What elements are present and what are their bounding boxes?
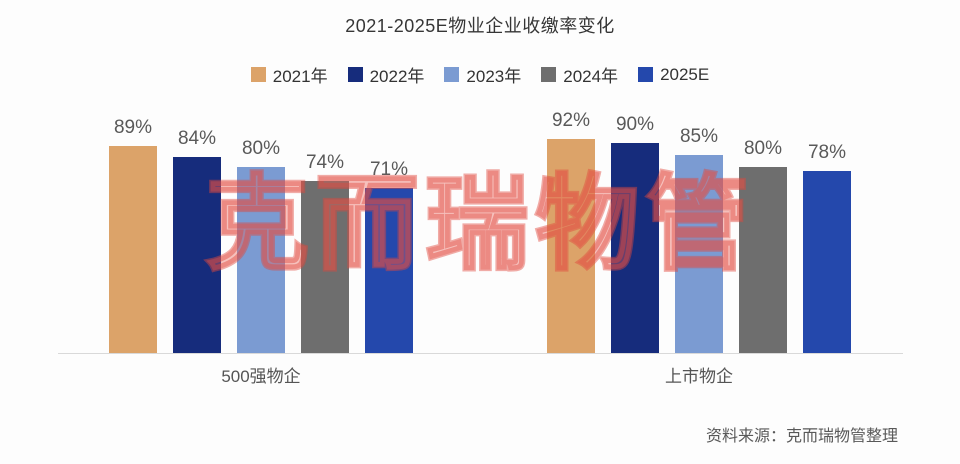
- chart-title: 2021-2025E物业企业收缴率变化: [345, 16, 615, 36]
- bar-series-3-group-1: [237, 167, 285, 353]
- bar-item: 80%: [237, 138, 285, 353]
- bar-item: 89%: [109, 117, 157, 353]
- legend-item-5: 2025E: [638, 65, 709, 85]
- category-label-1: 500强物企: [221, 367, 301, 386]
- bar-item: 80%: [739, 138, 787, 353]
- bar-groups: 89% 84% 80% 74% 71% 500强物企 92% 90% 85% 80% 78% 上市物企: [58, 91, 903, 387]
- legend-item-4: 2024年: [541, 62, 618, 87]
- bar-series-3-group-2: [675, 155, 723, 353]
- bar-item: 74%: [301, 152, 349, 353]
- legend-swatch: [638, 67, 654, 82]
- bar-group-1: 89% 84% 80% 74% 71% 500强物企: [109, 91, 413, 387]
- bar-item: 90%: [611, 114, 659, 353]
- legend-swatch: [250, 67, 266, 82]
- bar-item: 78%: [803, 142, 851, 353]
- bar-value-label: 71%: [369, 159, 409, 180]
- legend-label: 2025E: [660, 64, 710, 84]
- legend-label: 2022年: [369, 67, 425, 86]
- bar-value-label: 89%: [113, 117, 153, 138]
- bar-value-label: 80%: [241, 138, 281, 159]
- bar-item: 92%: [547, 110, 595, 353]
- bars-row: 89% 84% 80% 74% 71%: [109, 91, 413, 353]
- legend-swatch: [541, 67, 557, 82]
- bar-series-2-group-1: [173, 157, 221, 353]
- legend-label: 2023年: [466, 67, 522, 86]
- bar-series-1-group-1: [109, 146, 157, 353]
- category-label-2: 上市物企: [665, 367, 733, 386]
- bar-series-5-group-1: [365, 188, 413, 353]
- bar-value-label: 90%: [615, 114, 655, 135]
- legend-item-2: 2022年: [347, 62, 425, 87]
- source-note: 资料来源：克而瑞物管整理: [705, 428, 898, 445]
- bar-group-2: 92% 90% 85% 80% 78% 上市物企: [547, 91, 851, 387]
- legend-item-3: 2023年: [444, 62, 521, 87]
- legend-label: 2024年: [563, 67, 619, 86]
- bar-series-4-group-1: [301, 181, 349, 353]
- plot-area: 89% 84% 80% 74% 71% 500强物企 92% 90% 85% 80% 78% 上市物企…: [57, 91, 903, 391]
- bar-item: 71%: [365, 159, 413, 353]
- bar-series-1-group-2: [547, 139, 595, 353]
- bar-value-label: 85%: [679, 126, 719, 147]
- bar-series-5-group-2: [803, 171, 851, 353]
- x-axis-line: [57, 353, 903, 354]
- legend: 2021年 2022年 2023年 2024年 2025E: [0, 62, 960, 87]
- legend-label: 2021年: [272, 67, 328, 86]
- bar-value-label: 80%: [743, 138, 783, 159]
- bar-item: 85%: [675, 126, 723, 353]
- legend-swatch: [444, 67, 460, 82]
- bar-series-2-group-2: [611, 143, 659, 353]
- bars-row: 92% 90% 85% 80% 78%: [547, 91, 851, 353]
- bar-series-4-group-2: [739, 167, 787, 353]
- bar-value-label: 92%: [551, 110, 591, 131]
- legend-item-1: 2021年: [250, 62, 328, 87]
- bar-value-label: 84%: [177, 128, 217, 149]
- bar-item: 84%: [173, 128, 221, 353]
- bar-value-label: 78%: [807, 142, 847, 163]
- bar-value-label: 74%: [305, 152, 345, 173]
- legend-swatch: [347, 67, 363, 82]
